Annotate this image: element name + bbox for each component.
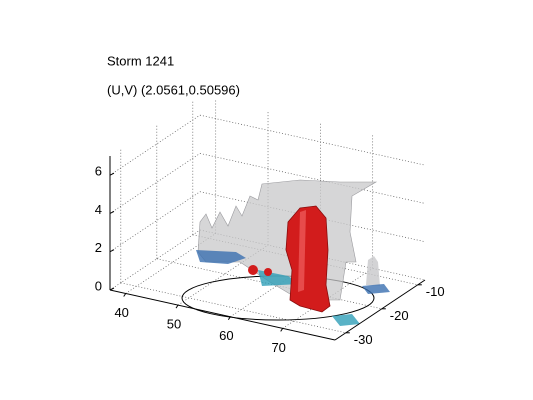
grid-line xyxy=(199,153,426,204)
blue-surface xyxy=(196,250,246,264)
grid-layer xyxy=(109,99,426,334)
z-tick xyxy=(109,210,115,214)
grid-line xyxy=(156,258,382,310)
blue-surface xyxy=(332,314,360,326)
y-tick-label: -10 xyxy=(426,284,445,299)
y-tick-label: -20 xyxy=(390,308,409,323)
x-tick-label: 60 xyxy=(219,328,233,343)
z-tick xyxy=(109,287,115,291)
red-surface xyxy=(264,268,272,276)
y-axis xyxy=(334,279,426,341)
x-tick xyxy=(123,293,127,297)
gray-surface xyxy=(366,256,380,286)
grid-line xyxy=(199,229,426,281)
z-tick-label: 4 xyxy=(95,202,102,217)
isosurfaces xyxy=(181,179,390,326)
axis-layer: 40 50 60 70 -30 -20 -10 0 2 4 6 xyxy=(95,156,445,355)
z-tick-label: 2 xyxy=(95,240,102,255)
z-tick xyxy=(109,249,115,253)
red-highlight xyxy=(298,210,306,292)
grid-line xyxy=(120,282,346,334)
z-tick-label: 0 xyxy=(95,278,102,293)
blue-surface xyxy=(362,284,390,294)
chart-title: Storm 1241 xyxy=(107,53,174,68)
x-tick xyxy=(227,316,231,321)
grid-line xyxy=(199,114,426,166)
grid-line xyxy=(109,229,201,291)
chart-subtitle: (U,V) (2.0561,0.50596) xyxy=(107,82,240,97)
x-tick-label: 40 xyxy=(114,305,128,320)
x-tick-label: 70 xyxy=(271,340,285,355)
red-surface xyxy=(285,205,331,313)
grid-line xyxy=(109,153,201,214)
grid-line xyxy=(109,114,201,176)
x-tick xyxy=(175,304,179,309)
z-tick-label: 6 xyxy=(95,164,102,179)
x-tick-label: 50 xyxy=(167,317,181,332)
x-axis xyxy=(109,289,336,341)
grid-line xyxy=(192,234,418,286)
x-tick xyxy=(280,328,284,332)
z-tick xyxy=(109,172,115,176)
red-surface xyxy=(248,265,258,275)
grid-line xyxy=(109,191,201,253)
y-tick-label: -30 xyxy=(354,332,373,347)
grid-line xyxy=(199,191,426,243)
